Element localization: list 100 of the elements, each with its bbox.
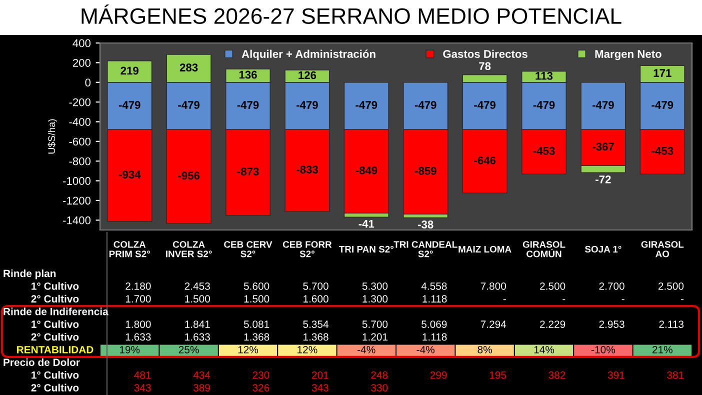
category-label: GIRASOL COMÚN — [522, 241, 566, 258]
data-label: 171 — [654, 69, 672, 77]
text: 1.700 — [126, 295, 151, 303]
category-label: TRI PAN S2° — [338, 246, 394, 253]
category-label: MAIZ LOMA — [458, 246, 512, 253]
text: 434 — [193, 371, 210, 379]
text: 1.368 — [304, 333, 328, 341]
text: 391 — [608, 371, 624, 379]
category-label: CEB CERV S2° — [224, 241, 272, 258]
text: 1.600 — [304, 295, 328, 303]
data-label: 283 — [180, 64, 198, 72]
y-tick-label: 0 — [85, 78, 91, 87]
text: 5.700 — [362, 320, 388, 328]
text: - — [503, 299, 506, 300]
text: 2.180 — [126, 282, 151, 290]
text: 8% — [478, 346, 492, 354]
data-label: -849 — [356, 166, 378, 174]
data-label: -956 — [178, 172, 200, 180]
y-tick-label: 200 — [72, 58, 91, 67]
text: 381 — [667, 371, 684, 379]
text: 389 — [193, 384, 210, 392]
data-label: -646 — [474, 156, 496, 164]
text: - — [562, 299, 566, 300]
text: 1.500 — [244, 295, 270, 303]
text: 326 — [252, 384, 270, 392]
text: 2.700 — [599, 282, 624, 290]
data-label: -41 — [358, 220, 374, 228]
data-label: -479 — [178, 101, 200, 109]
text: 12% — [238, 346, 258, 354]
text: 1.118 — [422, 333, 447, 341]
text: 1.368 — [244, 333, 270, 341]
text: 5.300 — [362, 282, 388, 290]
data-label: -833 — [296, 166, 318, 174]
data-label: -934 — [118, 170, 141, 178]
data-label: -479 — [592, 101, 614, 109]
text: 2.113 — [659, 320, 684, 328]
category-label: 1° Cultivo — [32, 282, 79, 290]
text: 5.069 — [422, 320, 447, 328]
data-label: -72 — [596, 175, 611, 184]
text: 1.633 — [185, 333, 210, 341]
legend-label: Gastos Directos — [443, 50, 528, 58]
text: 1.300 — [362, 295, 388, 303]
text: 2.453 — [184, 282, 210, 290]
text: 4.558 — [421, 282, 447, 290]
text: 1.118 — [422, 295, 447, 303]
category-label: 2° Cultivo — [31, 384, 79, 392]
text: 21% — [652, 346, 672, 354]
text: 299 — [430, 371, 447, 379]
data-label: -479 — [652, 101, 674, 109]
category-label: Precio de Dolor — [4, 358, 80, 366]
text: 7.294 — [480, 320, 506, 328]
text: 230 — [252, 371, 270, 379]
text: 1.800 — [126, 320, 151, 328]
y-tick-label: -600 — [69, 138, 91, 146]
category-label: 2° Cultivo — [31, 294, 79, 303]
text: 5.354 — [303, 320, 328, 328]
data-label: -367 — [592, 142, 614, 151]
category-label: GIRASOL AO — [641, 241, 684, 258]
category-label: 1° Cultivo — [32, 371, 79, 379]
text: 1.201 — [362, 333, 388, 341]
category-label: Rinde plan — [4, 269, 56, 280]
data-label: -38 — [418, 220, 434, 228]
category-label: RENTABILIDAD — [17, 346, 94, 354]
category-label: TRI CANDEAL S2° — [394, 241, 458, 258]
text: 2.500 — [658, 282, 684, 290]
text: 14% — [534, 346, 554, 354]
text: 5.081 — [244, 320, 270, 328]
data-label: -479 — [533, 101, 555, 109]
category-label: 1° Cultivo — [32, 320, 79, 328]
text: 1.500 — [185, 295, 210, 303]
text: 12% — [298, 346, 318, 354]
data-label: 78 — [479, 62, 491, 70]
data-label: -873 — [237, 168, 259, 176]
data-label: -859 — [414, 166, 436, 175]
chart-title: MÁRGENES 2026-27 SERRANO MEDIO POTENCIAL — [82, 4, 622, 24]
y-tick-label: -1000 — [63, 177, 91, 185]
legend-label: Margen Neto — [595, 50, 662, 60]
text: - — [680, 299, 684, 300]
text: 343 — [312, 384, 328, 392]
category-label: SOJA 1° — [584, 246, 622, 253]
text: 382 — [548, 371, 566, 379]
text: -4% — [358, 346, 376, 354]
text: -4% — [416, 346, 434, 354]
text: 248 — [371, 371, 388, 379]
y-tick-label: -800 — [69, 157, 91, 166]
data-label: -479 — [237, 101, 259, 109]
text: 481 — [134, 371, 151, 379]
text: 2.229 — [540, 320, 566, 328]
text: 19% — [120, 346, 140, 354]
text: 1.841 — [185, 320, 210, 328]
text: 343 — [134, 384, 151, 392]
category-label: CEB FORR S2° — [282, 241, 332, 258]
category-label: COLZA PRIM S2° — [109, 241, 150, 258]
data-label: -479 — [296, 101, 318, 109]
y-tick-label: -200 — [69, 98, 91, 106]
y-tick-label: -1400 — [63, 216, 91, 224]
y-tick-label: -1200 — [63, 196, 91, 205]
y-tick-label: -400 — [69, 118, 91, 126]
data-label: -479 — [356, 101, 378, 109]
text: 201 — [312, 371, 328, 379]
